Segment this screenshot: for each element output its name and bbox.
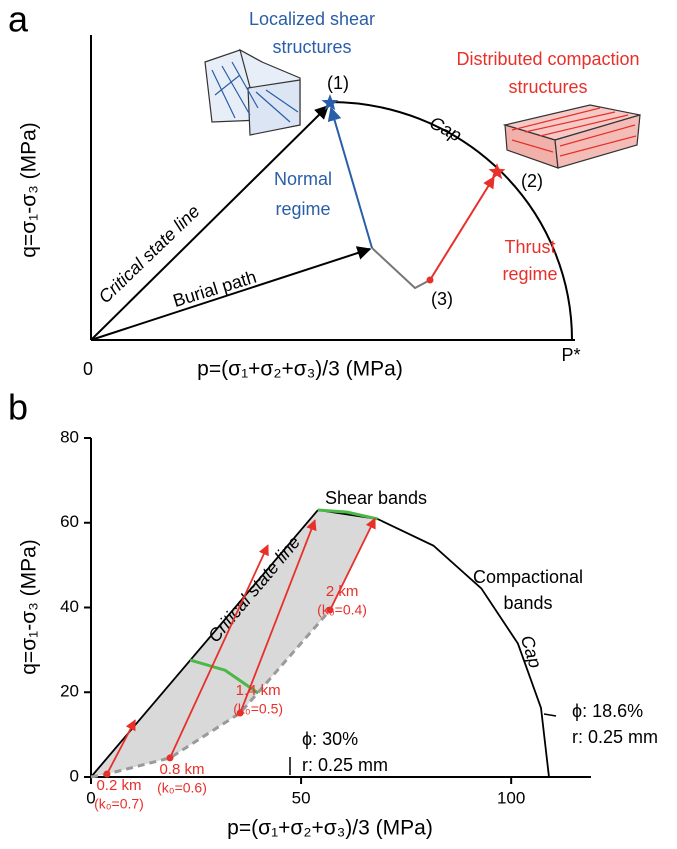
y-tick-label: 60 [60,512,79,531]
thrust-path [429,175,495,281]
series-line [317,509,550,778]
cap-label: Cap [426,112,465,145]
y-tick-label: 0 [70,766,79,785]
k-label: (k₀=0.6) [157,780,207,796]
point-label: (3) [431,289,453,309]
k-label: (k₀=0.5) [233,701,283,717]
x-tick-label: 0 [86,788,95,807]
burial-path [90,246,372,341]
panel-b: b 0 20 40 60 80 0 50 100 q=σ₁-σ₃ (MPa) p=(σ₁+σ₂+σ… [8,387,658,840]
x-axis-label: p=(σ₁+σ₂+σ₃)/3 (MPa) [197,358,403,381]
p-star-label: P* [561,345,580,365]
k-label: (k₀=0.7) [94,796,144,812]
envelope [91,510,378,777]
arrow [169,544,269,759]
star [488,163,506,180]
y-tick-label: 20 [60,682,79,701]
start-point [166,754,174,762]
annotation: bands [503,593,552,613]
unloading-path [371,247,431,290]
title-line: Localized shear [249,9,375,29]
annotation: r: 0.25 mm [302,755,388,775]
point-label: (2) [521,171,543,191]
series-line [90,609,332,779]
depth-label: 0.8 km [159,761,204,778]
leader [543,713,557,717]
title-line: Distributed compaction [456,49,639,69]
regime-label: regime [275,199,330,219]
annotation: ϕ: 30% [302,729,358,749]
hatch [511,107,637,157]
annotation: ϕ: 18.6% [572,701,643,721]
k-label: (k₀=0.4) [317,602,367,618]
series-line [317,508,378,521]
regime-label: Thrust [504,237,555,257]
y-tick-label: 40 [60,597,79,616]
y-axis-label: q=σ₁-σ₃ (MPa) [18,539,41,675]
panel-label: a [8,0,29,40]
start-point [103,770,111,778]
title-line: structures [272,37,351,57]
start-point [326,606,334,614]
regime-label: regime [502,264,557,284]
line-label: Burial path [171,267,259,311]
star [321,94,339,111]
arrow [239,519,317,714]
hatch [211,61,299,123]
start-point [236,709,244,717]
normal-path [327,106,373,249]
series-label: Shear bands [325,488,427,508]
arrow [329,517,376,611]
regime-label: Normal [274,169,332,189]
arrow [106,719,136,775]
series-label: Cap [517,633,546,670]
y-axis-label: q=σ₁-σ₃ (MPa) [18,122,41,258]
block [554,114,641,169]
origin-label: 0 [83,359,93,379]
compaction-sketch [502,104,641,169]
annotation: r: 0.25 mm [572,727,658,747]
shear-sketch [204,48,301,136]
start-point [426,276,434,284]
point-label: (1) [327,73,349,93]
depth-label: 0.2 km [96,777,141,794]
depth-label: 1.4 km [236,682,281,699]
x-axis-label: p=(σ₁+σ₂+σ₃)/3 (MPa) [227,817,433,840]
series-line [189,658,260,695]
critical-state-line [90,105,329,341]
title-line: structures [508,77,587,97]
depth-label: 2 km [326,583,359,600]
panel-a: a Localized shear structures Distributed… [8,0,641,381]
x-tick-label: 50 [292,788,311,807]
annotation: Compactional [473,567,583,587]
x-tick-label: 100 [497,788,525,807]
panel-label: b [8,387,28,428]
y-tick-label: 80 [60,427,79,446]
